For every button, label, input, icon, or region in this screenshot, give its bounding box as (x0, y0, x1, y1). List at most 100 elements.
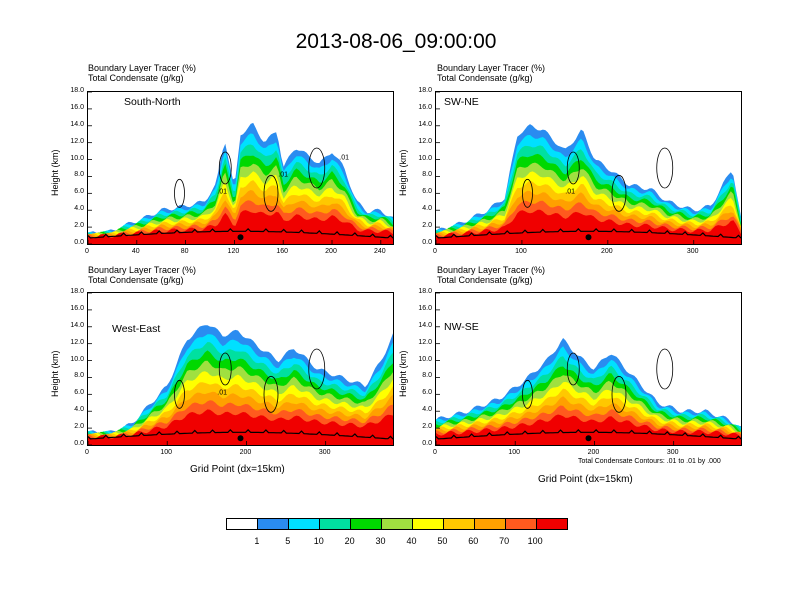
condensate-contour (566, 352, 580, 386)
condensate-contour (522, 379, 533, 409)
station-marker (585, 234, 592, 241)
contour-label: .01 (217, 188, 227, 195)
x-tick-label: 100 (515, 248, 527, 255)
y-tick-label: 12.0 (418, 137, 432, 145)
y-tick-label: 2.0 (422, 222, 432, 230)
tracer-band-10 (436, 209, 741, 244)
y-tick-label: 4.0 (422, 205, 432, 213)
y-axis-label: Height (km) (398, 350, 408, 397)
y-tick-label: 4.0 (422, 406, 432, 414)
colorbar-label: 1 (254, 536, 260, 546)
station-marker (237, 435, 244, 442)
tracer-band-10 (436, 414, 741, 445)
x-tick-label: 0 (433, 248, 437, 255)
colorbar (226, 518, 568, 530)
colorbar-swatch (258, 519, 289, 529)
panel-header-2: Boundary Layer Tracer (%) Total Condensa… (437, 63, 545, 83)
y-tick-label: 0.0 (74, 239, 84, 246)
y-tick-label: 2.0 (74, 222, 84, 230)
colorbar-label: 10 (313, 536, 324, 546)
y-tick-label: 4.0 (74, 205, 84, 213)
panel-header-1: Boundary Layer Tracer (%) Total Condensa… (88, 63, 196, 83)
colorbar-swatch (444, 519, 475, 529)
chart-panel-nw-se: NW-SE (435, 292, 742, 446)
colorbar-label: 50 (437, 536, 448, 546)
tracer-band-10 (88, 409, 393, 445)
plot-area: .01 (436, 92, 741, 244)
x-tick-label: 160 (276, 248, 289, 255)
chart-panel-south-north: .01 .01 .01 South-North (87, 91, 394, 245)
x-tick-label: 300 (318, 449, 331, 456)
colorbar-label: 60 (468, 536, 479, 546)
colorbar-swatch (320, 519, 351, 529)
y-tick-label: 16.0 (70, 103, 84, 111)
figure-title: 2013-08-06_09:00:00 (295, 30, 497, 53)
panel-title: SW-NE (444, 96, 479, 108)
condensate-contour (611, 375, 627, 413)
y-tick-label: 18.0 (418, 288, 432, 295)
condensate-contour (218, 352, 232, 386)
x-tick-label: 300 (686, 248, 699, 255)
y-axis-label: Height (km) (50, 350, 60, 397)
condensate-contour (263, 174, 279, 212)
y-tick-label: 10.0 (418, 355, 432, 363)
y-tick-label: 18.0 (70, 87, 84, 94)
contour-label: .01 (565, 188, 575, 195)
y-tick-label: 0.0 (422, 239, 432, 246)
condensate-contour (218, 151, 232, 185)
y-tick-label: 6.0 (74, 389, 84, 397)
terrain-line (436, 227, 741, 239)
y-tick-label: 16.0 (418, 304, 432, 312)
station-marker (585, 435, 592, 442)
condensate-contour (263, 375, 279, 413)
y-tick-label: 8.0 (74, 372, 84, 380)
terrain-line (88, 227, 393, 239)
y-tick-label: 8.0 (422, 372, 432, 380)
x-axis-label: Grid Point (dx=15km) (190, 464, 285, 475)
condensate-contour (522, 178, 533, 208)
x-tick-label: 120 (227, 248, 240, 255)
tracer-header: Boundary Layer Tracer (%) (88, 63, 197, 73)
panel-title: West-East (112, 323, 161, 335)
contour-label: .01 (278, 171, 288, 178)
contour-label: .01 (339, 155, 349, 162)
condensate-header: Total Condensate (g/kg) (88, 73, 184, 83)
colorbar-swatch (289, 519, 320, 529)
colorbar-swatch (227, 519, 258, 529)
colorbar-swatch (506, 519, 537, 529)
y-tick-label: 18.0 (418, 87, 432, 94)
colorbar-label: 20 (344, 536, 355, 546)
y-tick-label: 18.0 (70, 288, 84, 295)
y-tick-label: 4.0 (74, 406, 84, 414)
colorbar-swatch (537, 519, 567, 529)
colorbar-swatch (382, 519, 413, 529)
x-axis-label: Grid Point (dx=15km) (538, 474, 633, 485)
tracer-header: Boundary Layer Tracer (%) (88, 265, 197, 275)
condensate-header: Total Condensate (g/kg) (88, 275, 184, 285)
colorbar-label: 5 (285, 536, 291, 546)
x-tick-label: 100 (160, 449, 173, 456)
panel-header-4: Boundary Layer Tracer (%) Total Condensa… (437, 265, 545, 285)
y-tick-label: 10.0 (70, 355, 84, 363)
y-tick-label: 8.0 (422, 171, 432, 179)
y-tick-label: 10.0 (70, 154, 84, 162)
y-tick-label: 6.0 (74, 188, 84, 196)
tracer-header: Boundary Layer Tracer (%) (437, 265, 546, 275)
y-tick-label: 12.0 (418, 338, 432, 346)
y-tick-label: 12.0 (70, 137, 84, 145)
x-tick-label: 200 (325, 248, 337, 255)
y-axis-label: Height (km) (50, 149, 60, 196)
x-tick-label: 200 (239, 449, 252, 456)
condensate-header: Total Condensate (g/kg) (437, 275, 533, 285)
panel-title: NW-SE (444, 321, 479, 333)
y-tick-label: 16.0 (418, 103, 432, 111)
x-tick-label: 200 (587, 449, 600, 456)
colorbar-swatch (413, 519, 444, 529)
colorbar-label: 70 (499, 536, 510, 546)
chart-panel-sw-ne: .01 SW-NE (435, 91, 742, 245)
condensate-header: Total Condensate (g/kg) (437, 73, 533, 83)
colorbar-label: 40 (406, 536, 417, 546)
x-tick-label: 300 (666, 449, 679, 456)
y-axis-label: Height (km) (398, 149, 408, 196)
colorbar-swatch (475, 519, 506, 529)
